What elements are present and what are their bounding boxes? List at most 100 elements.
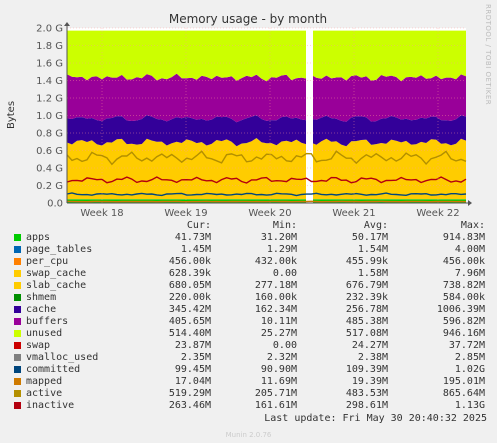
legend-min: 11.69M	[260, 376, 297, 387]
legend-name: swap_cache	[26, 268, 87, 279]
legend-cur: 41.73M	[174, 232, 211, 243]
header-max: Max:	[460, 220, 485, 231]
x-tick-label: Week 21	[332, 208, 375, 219]
legend-swatch	[14, 270, 21, 277]
legend-max: 1.02G	[454, 364, 485, 375]
header-avg: Avg:	[363, 220, 388, 231]
legend-avg: 298.61M	[345, 400, 388, 411]
legend-max: 596.82M	[442, 316, 485, 327]
legend-max: 4.00M	[454, 244, 485, 255]
legend-avg: 24.27M	[351, 340, 388, 351]
legend-name: mapped	[26, 376, 63, 387]
y-tick-label: 0.2 G	[36, 181, 63, 192]
y-tick-label: 1.4 G	[36, 76, 63, 87]
y-tick-label: 0.0	[47, 199, 63, 210]
legend-max: 37.72M	[448, 340, 485, 351]
legend-name: inactive	[26, 400, 75, 411]
legend-min: 31.20M	[260, 232, 297, 243]
x-tick-label: Week 19	[164, 208, 207, 219]
legend-min: 161.61M	[254, 400, 297, 411]
legend-min: 2.32M	[266, 352, 297, 363]
legend-swatch	[14, 234, 21, 241]
legend-swatch	[14, 294, 21, 301]
legend-avg: 455.99k	[345, 256, 388, 267]
legend-cur: 2.35M	[180, 352, 211, 363]
legend-avg: 19.39M	[351, 376, 388, 387]
y-tick-label: 1.0 G	[36, 111, 63, 122]
legend-avg: 50.17M	[351, 232, 388, 243]
legend-swatch	[14, 258, 21, 265]
legend-swatch	[14, 306, 21, 313]
x-tick-label: Week 22	[416, 208, 459, 219]
legend-swatch	[14, 354, 21, 361]
legend-min: 162.34M	[254, 304, 297, 315]
y-axis-label: Bytes	[6, 101, 17, 129]
legend-min: 160.00k	[254, 292, 297, 303]
legend-name: swap	[26, 340, 51, 351]
legend-name: committed	[26, 364, 81, 375]
legend-avg: 1.58M	[357, 268, 388, 279]
legend-name: per_cpu	[26, 256, 69, 267]
legend-name: unused	[26, 328, 63, 339]
legend-swatch	[14, 246, 21, 253]
legend-avg: 676.79M	[345, 280, 388, 291]
legend-avg: 517.08M	[345, 328, 388, 339]
legend-avg: 232.39k	[345, 292, 388, 303]
legend-max: 738.82M	[442, 280, 485, 291]
legend-max: 7.96M	[454, 268, 485, 279]
legend-min: 432.00k	[254, 256, 297, 267]
legend-avg: 483.53M	[345, 388, 388, 399]
legend-max: 865.64M	[442, 388, 485, 399]
y-tick-label: 0.8 G	[36, 129, 63, 140]
legend-min: 90.90M	[260, 364, 297, 375]
legend-max: 1006.39M	[436, 304, 485, 315]
legend-name: apps	[26, 232, 51, 243]
legend-name: shmem	[26, 292, 57, 303]
legend-swatch	[14, 342, 21, 349]
legend-min: 10.11M	[260, 316, 297, 327]
band-unused	[67, 30, 466, 82]
legend-cur: 405.65M	[168, 316, 211, 327]
band-slab_cache	[67, 138, 466, 200]
legend-cur: 514.40M	[168, 328, 211, 339]
legend-name: active	[26, 388, 63, 399]
band-cache	[67, 115, 466, 147]
legend-name: page_tables	[26, 244, 93, 255]
y-tick-label: 0.4 G	[36, 164, 63, 175]
legend-swatch	[14, 330, 21, 337]
legend-swatch	[14, 402, 21, 409]
legend-swatch	[14, 282, 21, 289]
legend-min: 0.00	[272, 340, 297, 351]
legend-cur: 456.00k	[168, 256, 211, 267]
legend-swatch	[14, 366, 21, 373]
header-cur: Cur:	[186, 220, 211, 231]
band-buffers	[67, 73, 466, 123]
y-axis-arrow	[64, 22, 70, 26]
x-axis-arrow	[468, 200, 472, 206]
legend-max: 584.00k	[442, 292, 485, 303]
legend-max: 456.00k	[442, 256, 485, 267]
legend-name: cache	[26, 304, 57, 315]
legend-min: 205.71M	[254, 388, 297, 399]
y-tick-label: 2.0 G	[36, 24, 63, 35]
legend-max: 914.83M	[442, 232, 485, 243]
last-update: Last update: Fri May 30 20:40:32 2025	[264, 413, 487, 424]
legend-cur: 345.42M	[168, 304, 211, 315]
legend-max: 195.01M	[442, 376, 485, 387]
legend-cur: 680.05M	[168, 280, 211, 291]
legend-cur: 99.45M	[174, 364, 211, 375]
legend-max: 1.13G	[454, 400, 485, 411]
legend-avg: 256.78M	[345, 304, 388, 315]
legend-avg: 2.38M	[357, 352, 388, 363]
legend-avg: 485.38M	[345, 316, 388, 327]
line-committed	[66, 192, 467, 197]
legend-name: vmalloc_used	[26, 352, 99, 363]
legend-avg: 109.39M	[345, 364, 388, 375]
y-tick-label: 1.8 G	[36, 41, 63, 52]
y-tick-label: 1.2 G	[36, 94, 63, 105]
line-inactive	[66, 176, 467, 184]
y-tick-label: 1.6 G	[36, 59, 63, 70]
header-min: Min:	[272, 220, 297, 231]
legend-cur: 519.29M	[168, 388, 211, 399]
legend-cur: 1.45M	[180, 244, 211, 255]
